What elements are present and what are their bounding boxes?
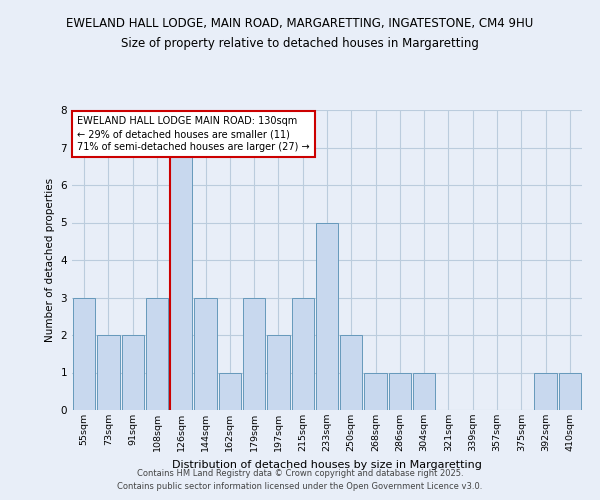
Bar: [194, 298, 217, 410]
Bar: [364, 372, 387, 410]
Bar: [559, 372, 581, 410]
Bar: [170, 148, 193, 410]
Bar: [122, 335, 144, 410]
Text: EWELAND HALL LODGE, MAIN ROAD, MARGARETTING, INGATESTONE, CM4 9HU: EWELAND HALL LODGE, MAIN ROAD, MARGARETT…: [67, 18, 533, 30]
Bar: [340, 335, 362, 410]
Bar: [389, 372, 411, 410]
Bar: [146, 298, 168, 410]
Text: EWELAND HALL LODGE MAIN ROAD: 130sqm
← 29% of detached houses are smaller (11)
7: EWELAND HALL LODGE MAIN ROAD: 130sqm ← 2…: [77, 116, 310, 152]
Bar: [316, 222, 338, 410]
Bar: [218, 372, 241, 410]
Text: Contains HM Land Registry data © Crown copyright and database right 2025.: Contains HM Land Registry data © Crown c…: [137, 468, 463, 477]
Bar: [292, 298, 314, 410]
Text: Size of property relative to detached houses in Margaretting: Size of property relative to detached ho…: [121, 38, 479, 51]
Bar: [243, 298, 265, 410]
Text: Contains public sector information licensed under the Open Government Licence v3: Contains public sector information licen…: [118, 482, 482, 491]
Bar: [535, 372, 557, 410]
X-axis label: Distribution of detached houses by size in Margaretting: Distribution of detached houses by size …: [172, 460, 482, 469]
Bar: [267, 335, 290, 410]
Bar: [97, 335, 119, 410]
Bar: [413, 372, 436, 410]
Bar: [73, 298, 95, 410]
Y-axis label: Number of detached properties: Number of detached properties: [45, 178, 55, 342]
